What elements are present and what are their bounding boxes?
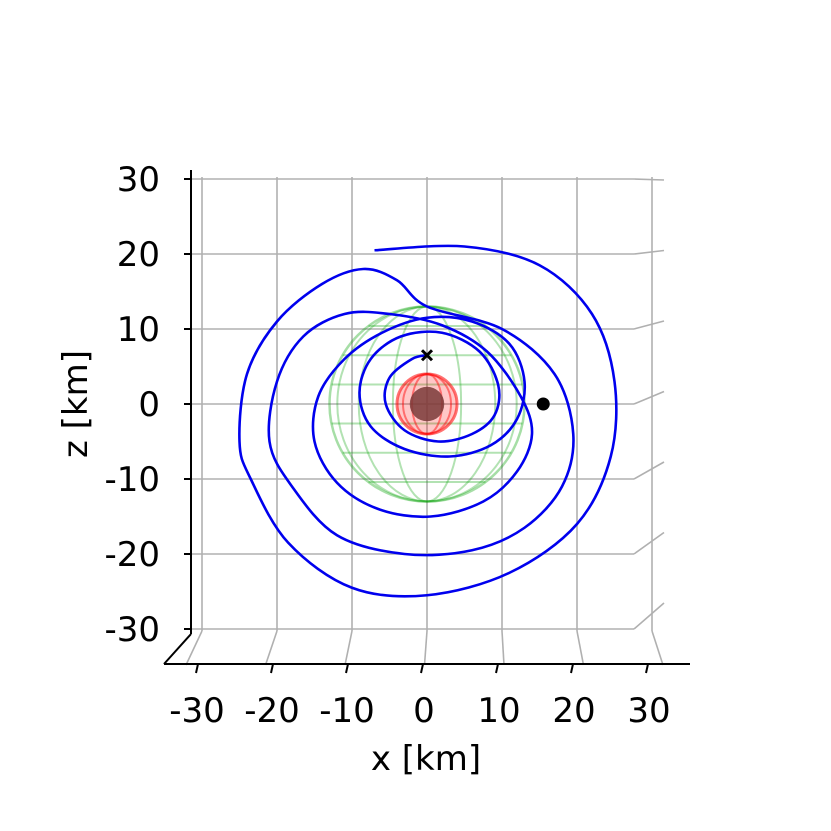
trajectory-layer (238, 244, 618, 598)
z-tick-label: 10 (117, 310, 160, 350)
z-tick-label: -30 (104, 610, 160, 650)
labels-layer: x [km] z [km] -30 -30 -20 -20 -10 -10 0 0 10 10 20… (56, 160, 671, 779)
perspective-gridline (633, 390, 665, 405)
x-tick-label: 30 (627, 691, 670, 731)
end-marker (536, 397, 550, 411)
axis-corner-line (163, 633, 192, 665)
x-tick-mark (195, 663, 199, 674)
perspective-gridline (185, 630, 203, 666)
perspective-gridline (651, 630, 664, 666)
perspective-gridline (633, 602, 665, 630)
perspective-gridline (633, 320, 665, 330)
x-tick-mark (495, 663, 499, 674)
x-tick-label: -20 (244, 691, 300, 731)
x-tick-label: 20 (552, 691, 595, 731)
perspective-gridline (344, 630, 353, 666)
perspective-gridline (633, 249, 665, 255)
z-tick-label: 20 (117, 235, 160, 275)
z-axis-label: z [km] (56, 350, 96, 458)
red-sphere-meridian (402, 373, 452, 435)
start-marker (420, 349, 434, 362)
orbit-trajectory (238, 244, 618, 598)
z-tick-label: -10 (104, 460, 160, 500)
start-marker-stroke (420, 349, 434, 362)
x-tick-label: 0 (413, 691, 435, 731)
perspective-gridline (264, 630, 278, 666)
perspective-gridline (501, 630, 505, 666)
perspective-gridline (576, 630, 585, 666)
perspective-gridline (423, 630, 428, 666)
axes-layer (163, 170, 690, 674)
central-body (409, 386, 445, 422)
x-tick-label: -30 (169, 691, 225, 731)
x-tick-mark (570, 663, 574, 674)
perspective-gridline (633, 461, 665, 480)
x-axis-label: x [km] (371, 739, 481, 779)
perspective-gridline (633, 531, 665, 555)
x-tick-mark (270, 663, 274, 674)
x-tick-mark (645, 663, 649, 674)
x-tick-mark (420, 663, 424, 674)
x-tick-label: -10 (319, 691, 375, 731)
z-tick-label: 30 (117, 160, 160, 200)
x-tick-mark (345, 663, 349, 674)
perspective-gridline (633, 178, 665, 181)
x-tick-label: 10 (477, 691, 520, 731)
marker-layer (420, 349, 550, 411)
z-tick-label: 0 (138, 385, 160, 425)
z-tick-label: -20 (104, 535, 160, 575)
